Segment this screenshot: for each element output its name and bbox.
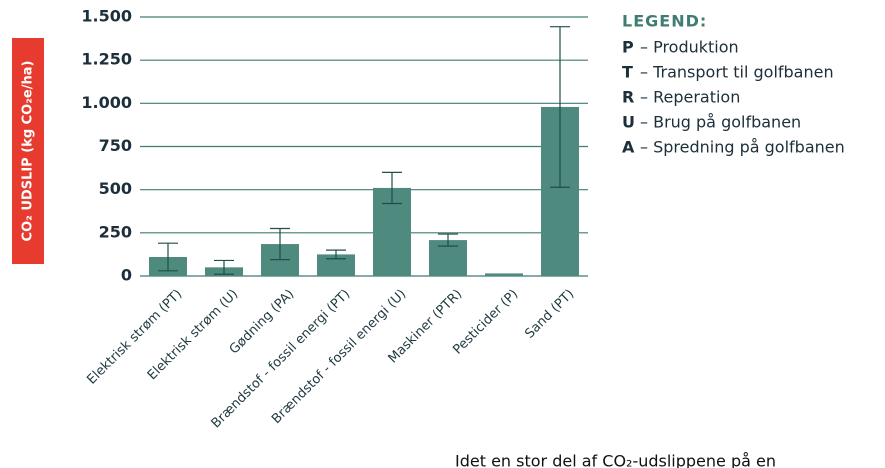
- y-axis-label: CO₂ UDSLIP (kg CO₂e/ha): [21, 61, 36, 242]
- legend-text: – Brug på golfbanen: [640, 113, 801, 132]
- legend-text: – Spredning på golfbanen: [640, 138, 845, 157]
- legend-title: LEGEND:: [622, 12, 707, 31]
- caption: Idet en stor del af CO₂-udslippene på en: [455, 452, 776, 468]
- legend-text: – Transport til golfbanen: [640, 63, 834, 82]
- legend-text: – Produktion: [640, 38, 739, 57]
- legend-key: P: [622, 38, 634, 57]
- legend-key: A: [622, 138, 635, 157]
- y-tick-label: 1.500: [81, 7, 132, 26]
- bar: [317, 254, 355, 276]
- ylabel-box: [12, 38, 44, 264]
- error-bar: [270, 227, 290, 261]
- error-bar: [550, 26, 570, 188]
- y-tick-label: 1.000: [81, 93, 132, 112]
- legend-text: – Reperation: [640, 88, 740, 107]
- legend-key: T: [622, 63, 633, 82]
- error-bar: [214, 259, 234, 275]
- legend-key: U: [622, 113, 635, 132]
- y-tick-label: 500: [99, 179, 132, 198]
- y-tick-label: 750: [99, 136, 132, 155]
- error-bar: [158, 242, 178, 272]
- bar: [485, 273, 523, 276]
- y-tick-label: 0: [121, 266, 132, 285]
- x-tick-label: Sand (PT): [522, 287, 577, 342]
- error-bar: [382, 171, 402, 205]
- error-bar: [326, 249, 346, 260]
- y-tick-label: 250: [99, 222, 132, 241]
- legend-key: R: [622, 88, 634, 107]
- error-bar: [438, 233, 458, 247]
- x-tick-label: Elektrisk strøm (PT): [84, 287, 185, 388]
- y-tick-label: 1.250: [81, 50, 132, 69]
